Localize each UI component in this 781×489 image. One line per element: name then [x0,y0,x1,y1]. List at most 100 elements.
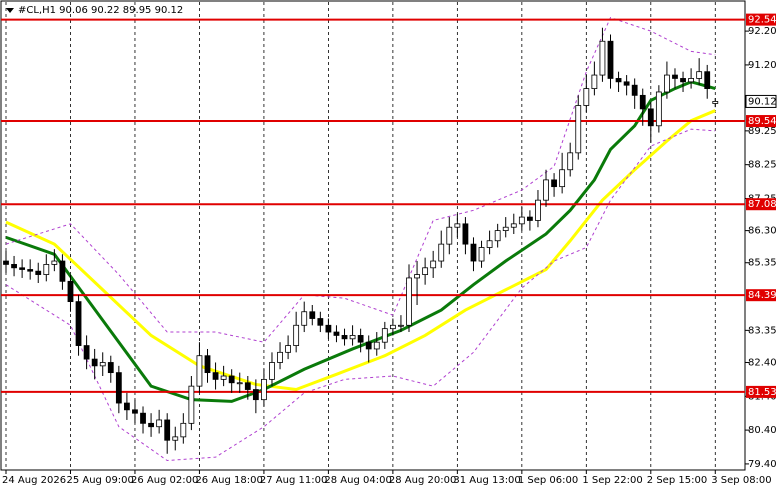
band-line [5,16,716,343]
x-tick-label: 24 Aug 2026 [2,475,66,486]
candle-body [551,179,557,188]
candle-body [51,260,58,265]
candle-body [325,324,332,333]
candle-body [422,267,429,275]
level-tag [746,289,776,302]
x-tick-label: 1 Sep 22:00 [582,475,642,486]
candle-body [672,74,678,79]
candle-body [83,345,90,360]
candle-body [696,71,703,79]
level-tag [746,13,776,26]
candle-body [704,71,711,89]
level-tag [746,198,776,211]
candle-body [607,40,614,79]
candle-body [156,419,163,428]
candle-body [591,74,598,89]
candle-body [261,378,267,401]
candle-body [75,301,82,346]
y-tick-label: 91.20 [748,60,777,71]
candle-body [164,419,171,441]
level-tag [746,385,776,398]
x-tick-label: 28 Aug 04:00 [324,475,391,486]
candle-body [518,216,525,225]
candle-body [3,260,9,265]
candle-body [486,240,493,248]
candle-body [236,382,243,385]
candle-body [398,324,404,327]
candle-body [357,335,364,343]
y-tick-label: 80.40 [748,425,777,436]
level-label: 89.54 [748,116,777,127]
candle-body [365,341,372,350]
candle-body [27,269,34,272]
candle-body [478,247,485,262]
y-tick-label: 89.25 [748,126,777,137]
candle-body [631,84,638,96]
candle-body [212,372,219,380]
candle-body [664,74,670,93]
candle-body [623,81,630,86]
candle-body [91,358,98,367]
candle-body [559,169,566,188]
y-tick-label: 88.25 [748,160,777,171]
candle-body [599,40,606,76]
candle-body [527,216,533,221]
candle-body [252,389,259,401]
candle-body [220,375,227,380]
candle-body [180,422,187,438]
candle-body [639,94,646,110]
level-label: 81.53 [748,387,777,398]
y-tick-label: 86.30 [748,226,777,237]
candle-body [269,362,275,380]
candle-body [196,355,203,387]
candle-body [43,264,50,275]
candle-body [510,223,517,228]
x-tick-label: 27 Aug 11:00 [260,475,327,486]
candle-body [309,311,316,319]
candle-body [454,223,461,228]
candle-body [67,280,74,303]
candle-body [59,260,66,282]
candle-body [148,422,154,428]
y-tick-label: 82.40 [748,357,777,368]
x-tick-label: 25 Aug 09:00 [66,475,133,486]
menu-arrow[interactable] [6,8,14,13]
candle-body [244,382,251,390]
x-tick-label: 1 Sep 06:00 [518,475,578,486]
candle-body [462,223,469,245]
level-label: 87.08 [748,199,777,210]
candle-body [341,335,348,340]
candle-body [132,409,138,414]
candle-body [301,311,308,326]
candle-body [543,179,549,201]
candle-body [11,264,17,269]
candle-body [438,243,445,262]
candle-body [373,341,380,350]
level-tag [746,115,776,128]
candle-body [293,324,300,346]
level-label: 92.54 [748,15,777,26]
x-tick-label: 31 Aug 13:00 [453,475,520,486]
candle-body [285,345,292,353]
y-tick-label: 92.20 [748,26,777,37]
x-tick-label: 28 Aug 20:00 [389,475,456,486]
level-label: 84.39 [748,290,777,301]
candle-body [99,362,106,367]
candle-body [317,318,324,326]
x-tick-label: 26 Aug 18:00 [195,475,262,486]
price-label: 90.12 [748,96,777,107]
candle-body [172,436,179,441]
candle-body [647,108,654,127]
candle-body [688,78,694,83]
y-tick-label: 85.35 [748,258,777,269]
candle-body [712,101,719,104]
candle-body [35,270,42,275]
candle-body [575,105,582,154]
price-tag [745,94,777,108]
candle-body [430,260,437,269]
candle-body [204,355,211,374]
plot-frame [0,0,746,471]
band-line [5,128,716,462]
y-tick-label: 83.35 [748,325,777,336]
